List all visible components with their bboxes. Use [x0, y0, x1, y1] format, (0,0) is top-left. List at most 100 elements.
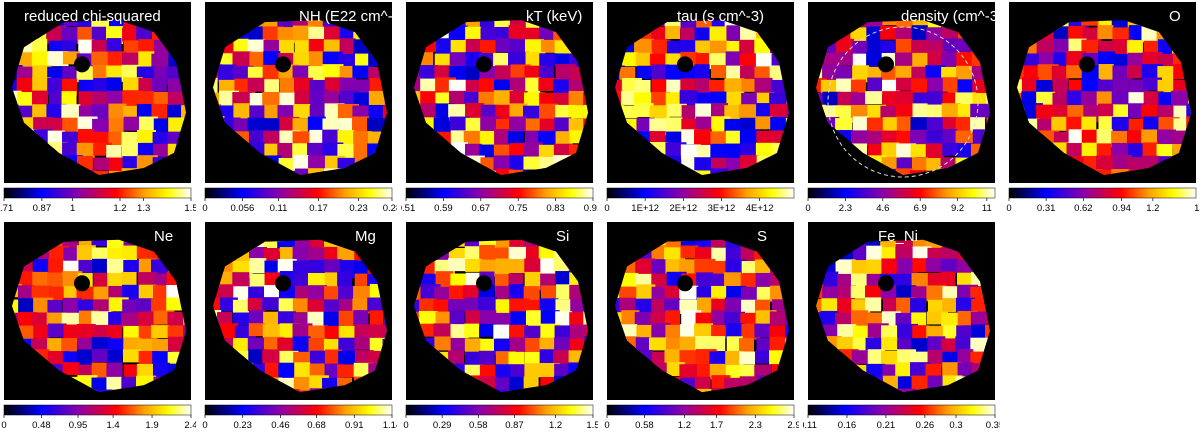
cell — [649, 105, 670, 120]
cell — [709, 363, 728, 379]
cell — [414, 77, 423, 95]
cell — [91, 20, 113, 30]
cell — [739, 338, 755, 353]
cell — [835, 259, 856, 275]
cell — [525, 20, 542, 32]
cell — [91, 349, 112, 363]
cell — [619, 66, 636, 81]
cell — [680, 78, 696, 94]
map: S 0 0.58 1.2 1.7 2.3 2.9 — [604, 222, 799, 431]
cell — [942, 129, 958, 145]
cell — [509, 337, 529, 353]
cell — [232, 272, 250, 288]
cell — [63, 247, 79, 263]
cell — [664, 298, 681, 314]
colorbar — [3, 187, 192, 199]
cell — [62, 362, 80, 376]
panel-title: reduced chi-squared — [24, 8, 161, 25]
cell — [925, 258, 943, 273]
cell — [495, 168, 513, 175]
cell — [895, 239, 913, 250]
colorbar-tick-label: 3E+12 — [708, 203, 736, 214]
cell — [837, 273, 856, 287]
cell — [1081, 20, 1101, 26]
cell — [725, 350, 744, 367]
cell — [247, 26, 266, 42]
cell — [867, 77, 883, 93]
cell — [62, 142, 82, 159]
cell — [1157, 129, 1177, 146]
cell — [666, 79, 682, 96]
colorbar-tick-label: 0.51 — [401, 203, 415, 214]
cell — [895, 65, 914, 81]
cell — [927, 20, 944, 31]
cell — [822, 91, 841, 109]
cell — [866, 26, 883, 43]
colorbar-tick-label: 1.2 — [113, 203, 126, 214]
colorbar-tick-label: 0.62 — [1074, 203, 1093, 214]
cell — [881, 247, 900, 262]
cell — [463, 285, 481, 300]
cell — [324, 259, 343, 274]
colorbar-tick-label: 0 — [1, 420, 6, 431]
cell — [106, 77, 122, 91]
cell — [651, 64, 669, 82]
cell — [479, 78, 496, 93]
cell — [524, 27, 541, 41]
cell — [680, 245, 699, 259]
cell — [865, 337, 886, 353]
cell — [970, 311, 987, 328]
cell — [419, 65, 439, 80]
cell — [263, 118, 284, 132]
cell — [679, 39, 697, 55]
cell — [927, 336, 946, 351]
colorbar-tick-label: 1.14 — [383, 420, 397, 431]
cell — [263, 239, 283, 252]
cell — [92, 64, 108, 81]
cell — [233, 118, 251, 135]
colorbar — [606, 404, 795, 416]
cell — [1112, 79, 1129, 93]
hole — [74, 275, 90, 292]
cell — [121, 52, 142, 67]
cell — [435, 311, 453, 327]
cell — [324, 77, 344, 95]
cell — [896, 388, 917, 393]
cell — [911, 39, 929, 56]
cell — [726, 336, 743, 355]
cell — [523, 142, 543, 160]
cell — [679, 336, 696, 351]
colorbar-tick-label: 1.9 — [145, 420, 158, 431]
colorbar-tick-label: 0.21 — [877, 420, 896, 431]
cell — [941, 103, 961, 120]
panel-title: tau (s cm^-3) — [677, 8, 764, 25]
cell — [17, 285, 34, 300]
cell — [247, 337, 266, 352]
cell — [247, 298, 266, 312]
cell — [1156, 144, 1173, 160]
cell — [18, 298, 35, 315]
cell — [882, 91, 900, 109]
cell — [696, 20, 713, 32]
cell — [709, 79, 729, 94]
cell — [32, 312, 50, 329]
cell — [16, 77, 36, 93]
colorbar-tick-label: 6.9 — [914, 203, 927, 214]
cell — [770, 116, 789, 132]
cell — [479, 20, 495, 28]
hole — [1079, 56, 1095, 73]
colorbar-tick-label: 1E+12 — [631, 203, 659, 214]
cell — [509, 298, 530, 314]
cell — [62, 239, 79, 250]
map-panel: kT (keV) 0.51 0.59 0.67 0.75 0.83 0.91 — [401, 2, 598, 214]
cell — [465, 38, 482, 52]
cell — [479, 245, 496, 261]
cell — [911, 273, 932, 289]
panel-title: density (cm^-3) — [901, 8, 1000, 25]
cell — [680, 27, 696, 42]
cell — [420, 78, 438, 95]
colorbar — [1008, 187, 1197, 199]
cell — [478, 350, 495, 367]
cell — [835, 66, 856, 81]
